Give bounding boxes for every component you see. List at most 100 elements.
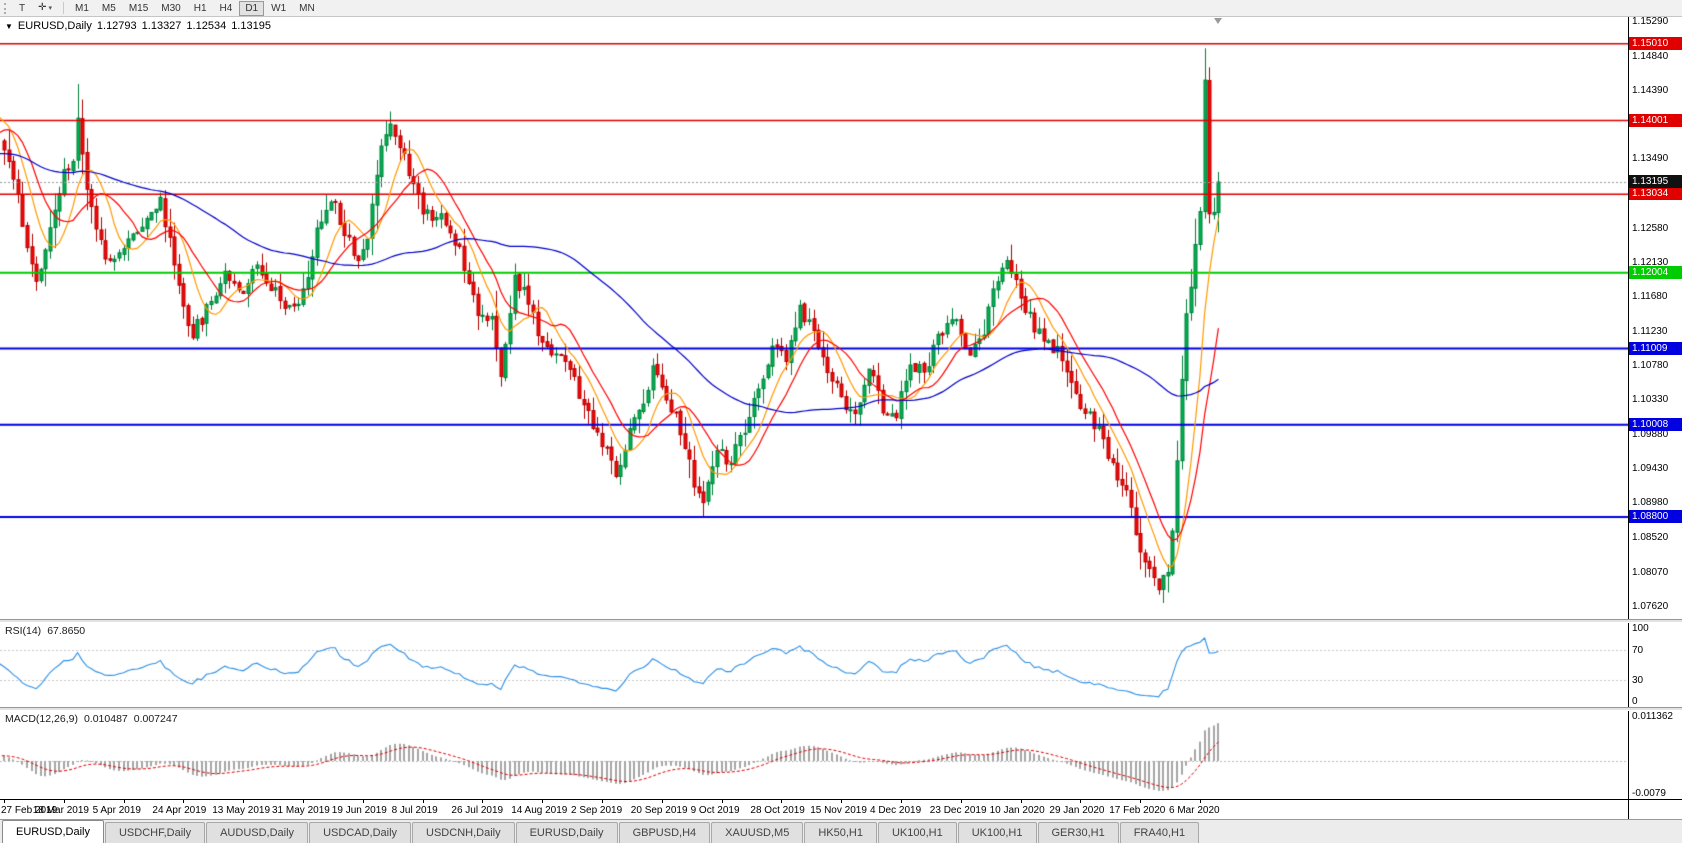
rsi-axis-label: 100 xyxy=(1632,623,1649,634)
date-label: 8 Jul 2019 xyxy=(391,805,438,816)
chart-tab[interactable]: UK100,H1 xyxy=(877,822,957,843)
chart-tab[interactable]: GER30,H1 xyxy=(1037,822,1119,843)
time-tick xyxy=(661,800,663,803)
macd-axis-label: 0.011362 xyxy=(1632,711,1673,722)
axis-corner xyxy=(1628,799,1682,819)
rsi-axis[interactable]: 100 70 30 0 xyxy=(1628,623,1682,707)
toolbar-separator xyxy=(63,2,65,14)
price-axis-label: 1.13490 xyxy=(1632,153,1669,165)
macd-axis-label: -0.0079 xyxy=(1632,787,1666,799)
chart-window: ▼ EURUSD,Daily 1.12793 1.13327 1.12534 1… xyxy=(0,17,1682,819)
date-label: 10 Jan 2020 xyxy=(989,805,1045,816)
macd-canvas[interactable] xyxy=(0,711,1628,799)
timeframe-button-group: M1 M5 M15 M30 H1 H4 D1 W1 MN xyxy=(69,0,321,16)
rsi-value: 67.8650 xyxy=(47,625,86,637)
date-label: 26 Jul 2019 xyxy=(451,805,504,816)
price-axis-label: 1.08980 xyxy=(1632,497,1669,509)
chart-tab[interactable]: UK100,H1 xyxy=(957,822,1037,843)
toolbar-drag-handle[interactable] xyxy=(4,2,8,14)
chart-tab[interactable]: EURUSD,Daily xyxy=(515,822,618,843)
ohlc-low: 1.12534 xyxy=(186,20,227,32)
time-tick xyxy=(303,800,304,803)
chevron-down-icon: ▾ xyxy=(48,5,53,12)
crosshair-icon: ✛ xyxy=(38,2,47,13)
time-tick xyxy=(901,800,902,803)
date-label: 9 Oct 2019 xyxy=(690,805,740,816)
price-axis-label: 1.08520 xyxy=(1632,532,1669,544)
ohlc-high: 1.13327 xyxy=(141,20,182,32)
candlestick-canvas[interactable] xyxy=(0,17,1628,619)
toolbar: T ✛ ▾ M1 M5 M15 M30 H1 H4 D1 W1 MN xyxy=(0,0,1682,17)
chart-tab[interactable]: HK50,H1 xyxy=(804,822,877,843)
price-axis[interactable]: 1.152901.148401.143901.139401.134901.130… xyxy=(1628,17,1682,619)
date-label: 24 Apr 2019 xyxy=(152,805,207,816)
text-tool-button[interactable]: T xyxy=(13,1,31,16)
chart-tab[interactable]: USDCAD,Daily xyxy=(309,822,412,843)
timeframe-button-H1[interactable]: H1 xyxy=(188,1,213,16)
macd-main-value: 0.010487 xyxy=(83,713,128,725)
time-tick xyxy=(1200,800,1201,803)
timeframe-button-M30[interactable]: M30 xyxy=(155,1,186,16)
time-tick xyxy=(482,800,484,803)
timeframe-button-H4[interactable]: H4 xyxy=(214,1,239,16)
date-label: 27 Feb 2019 xyxy=(1,805,58,816)
time-tick xyxy=(781,800,783,803)
time-axis[interactable]: 27 Feb 2019 18 Mar 2019 5 Apr 2019 24 Apr 2… xyxy=(0,799,1628,819)
rsi-pane[interactable]: RSI(14) 67.8650 xyxy=(0,623,1628,707)
pane-separator[interactable] xyxy=(0,707,1682,711)
time-tick xyxy=(63,800,65,803)
rsi-axis-label: 0 xyxy=(1632,696,1638,707)
timeframe-button-D1[interactable]: D1 xyxy=(239,0,265,16)
macd-signal-value: 0.007247 xyxy=(133,713,178,725)
date-label: 2 Sep 2019 xyxy=(571,805,623,816)
date-label: 31 May 2019 xyxy=(272,805,330,816)
timeframe-button-MN[interactable]: MN xyxy=(293,1,321,16)
timeframe-button-M15[interactable]: M15 xyxy=(123,1,154,16)
time-tick xyxy=(721,800,723,803)
cursor-tool-button[interactable]: ✛ ▾ xyxy=(32,0,58,16)
time-tick xyxy=(1020,800,1022,803)
chart-tab[interactable]: XAUUSD,M5 xyxy=(711,822,804,843)
price-axis-label: 1.12580 xyxy=(1632,222,1669,234)
date-label: 15 Nov 2019 xyxy=(810,805,867,816)
chart-tab[interactable]: EURUSD,Daily xyxy=(2,820,104,843)
price-axis-label: 1.10780 xyxy=(1632,360,1669,371)
timeframe-button-M5[interactable]: M5 xyxy=(96,1,122,16)
rsi-canvas[interactable] xyxy=(0,623,1628,707)
time-tick xyxy=(123,800,125,803)
chart-shift-marker[interactable] xyxy=(1214,18,1223,24)
price-axis-label: 1.08070 xyxy=(1632,566,1669,578)
chart-tab[interactable]: USDCHF,Daily xyxy=(104,822,206,843)
pane-separator[interactable] xyxy=(0,619,1682,623)
time-tick xyxy=(542,800,544,803)
price-axis-label: 1.11230 xyxy=(1632,325,1668,337)
macd-axis[interactable]: 0.011362 -0.0079 xyxy=(1628,711,1682,799)
chart-tab[interactable]: FRA40,H1 xyxy=(1119,822,1200,843)
one-click-trading-toggle-icon[interactable]: ▼ xyxy=(5,21,13,31)
macd-pane[interactable]: MACD(12,26,9) 0.010487 0.007247 xyxy=(0,711,1628,799)
chart-tab[interactable]: USDCNH,Daily xyxy=(412,822,515,843)
price-level-badge: 1.10008 xyxy=(1629,417,1682,431)
main-chart-pane[interactable]: ▼ EURUSD,Daily 1.12793 1.13327 1.12534 1… xyxy=(0,17,1628,619)
ohlc-close: 1.13195 xyxy=(231,20,271,32)
macd-label: MACD(12,26,9) 0.010487 0.007247 xyxy=(5,713,178,725)
timeframe-button-M1[interactable]: M1 xyxy=(69,1,95,16)
chart-title: ▼ EURUSD,Daily 1.12793 1.13327 1.12534 1… xyxy=(5,20,271,32)
chart-tab[interactable]: GBPUSD,H4 xyxy=(618,822,711,843)
time-tick xyxy=(243,800,245,803)
price-level-badge: 1.12004 xyxy=(1629,265,1682,279)
time-tick xyxy=(1080,800,1082,803)
rsi-label: RSI(14) 67.8650 xyxy=(5,625,85,637)
rsi-name: RSI(14) xyxy=(5,625,42,637)
date-label: 19 Jun 2019 xyxy=(331,805,387,816)
date-label: 20 Sep 2019 xyxy=(630,805,688,816)
time-tick xyxy=(183,800,185,803)
price-axis-label: 1.09430 xyxy=(1632,462,1669,474)
time-tick xyxy=(1140,800,1142,803)
timeframe-button-W1[interactable]: W1 xyxy=(265,1,292,16)
price-axis-label: 1.10330 xyxy=(1632,394,1669,406)
chart-symbol-period: EURUSD,Daily xyxy=(17,20,92,32)
chart-tab[interactable]: AUDUSD,Daily xyxy=(206,822,309,843)
time-tick xyxy=(4,800,5,803)
